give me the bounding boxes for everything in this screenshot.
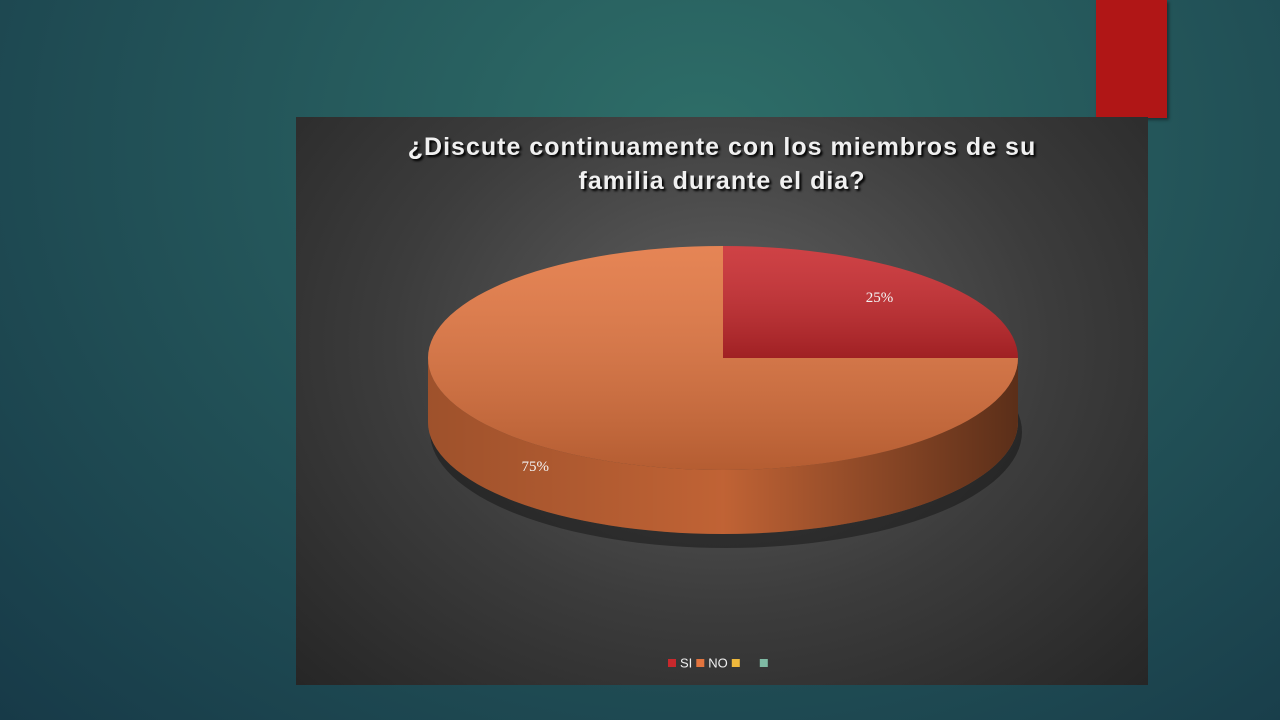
chart-title: ¿Discute continuamente con los miembros … — [407, 133, 1037, 195]
slice-side-shade — [428, 358, 1018, 534]
slice-shade — [723, 246, 1018, 358]
data-label: 75% — [522, 459, 550, 475]
legend-swatch — [731, 659, 740, 667]
legend-label: NO — [708, 655, 728, 670]
legend-swatch — [696, 659, 705, 667]
legend-label: SI — [680, 655, 692, 670]
legend-swatch — [668, 659, 676, 667]
data-label: 25% — [866, 290, 894, 306]
accent-bar — [1096, 0, 1167, 118]
legend-swatch — [759, 659, 768, 667]
slice-shade — [428, 246, 1018, 470]
